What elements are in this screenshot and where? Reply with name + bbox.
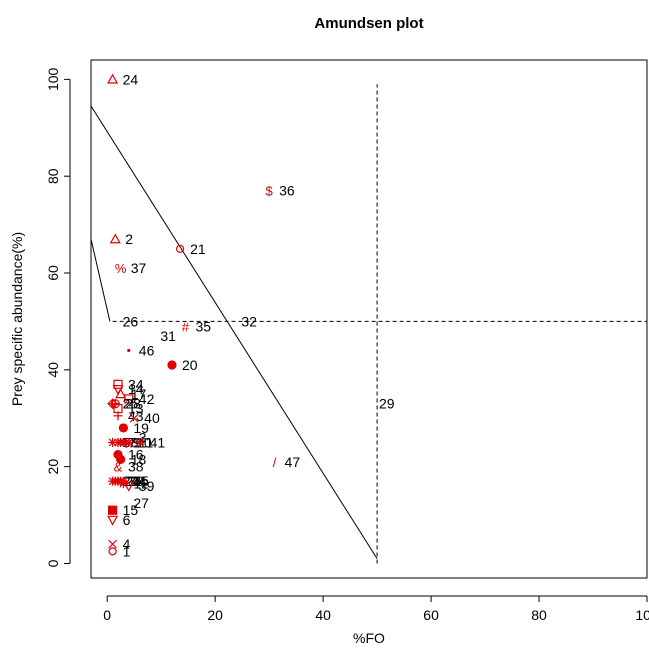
data-point-label: 42 [139,391,155,407]
data-point-label: 17 [131,386,147,402]
data-point-32: 32 [241,313,257,329]
data-point-4: 4 [108,536,131,552]
data-point-20: 20 [167,357,198,373]
data-point-label: 6 [123,512,131,528]
data-point-1: 1 [108,543,131,559]
data-point-18: 18 [116,451,147,467]
data-point-41: 41 [135,434,165,450]
y-tick-label: 40 [45,362,61,378]
reference-lines [90,84,647,564]
data-point-label: 16 [128,447,144,463]
data-point-label: 27 [133,495,149,511]
x-tick-label: 60 [423,607,439,623]
x-tick-label: 100 [635,607,649,623]
y-tick-label: 60 [45,265,61,281]
y-tick-label: 0 [45,559,61,567]
svg-text:$: $ [266,184,274,199]
data-point-11: 11 [124,434,154,450]
data-point-label: 13 [128,401,144,417]
data-point-26: 26 [123,313,139,329]
data-point-label: 23 [125,473,141,489]
data-point-2: 2 [109,231,133,247]
svg-text:/: / [273,455,277,470]
data-point-label: 24 [123,71,139,87]
chart-title: Amundsen plot [314,15,423,32]
data-point-47: / 47 [273,454,301,470]
data-point-label: 28 [125,396,141,412]
y-tick-label: 100 [45,67,61,91]
data-point-29: 29 [379,396,395,412]
x-tick-label: 80 [531,607,547,623]
data-point-label: 14 [128,381,144,397]
data-point-17: 17 [115,386,147,402]
data-point-label: 41 [150,434,166,450]
x-tick-label: 0 [103,607,111,623]
data-point-label: 29 [379,396,395,412]
axes: 0 20 40 60 80 100 0 20 40 60 80 100 [45,67,649,623]
data-point-label: 12 [133,476,149,492]
data-point-27: 27 [133,495,149,511]
data-point-label: 40 [144,410,160,426]
data-point-label: 47 [285,454,301,470]
data-point-label: 38 [128,459,144,475]
data-point-6: 6 [107,512,131,528]
data-point-39: 39 [123,478,155,494]
data-point-label: 15 [123,502,139,518]
data-point-label: 21 [190,241,206,257]
svg-text:%: % [115,261,127,276]
x-tick-label: 20 [207,607,223,623]
data-point-34: 34 [113,376,144,392]
data-point-label: 20 [182,357,198,373]
y-tick-label: 20 [45,459,61,475]
data-point-label: 25 [123,396,139,412]
data-point-label: 19 [133,420,149,436]
data-point-46: 46 [127,342,155,358]
data-point-19: 19 [118,420,149,436]
y-tick-label: 80 [45,168,61,184]
data-point-16: 16 [113,447,144,463]
svg-text:&: & [114,460,123,475]
data-point-label: 44 [131,473,147,489]
data-point-40: 40 [129,410,160,426]
data-point-24: 24 [107,71,139,87]
svg-text:#: # [182,319,190,334]
data-point-label: 39 [139,478,155,494]
data-point-label: 46 [139,342,155,358]
data-point-label: 8 [131,434,139,450]
data-point-3: 3 [139,430,147,446]
data-point-label: 3 [139,430,147,446]
data-point-36: $36 [266,183,295,199]
ref-line-upper-left [90,239,111,322]
data-point-label: 1 [123,543,131,559]
data-point-42: 42 [124,391,155,407]
data-point-label: 26 [123,313,139,329]
data-point-label: 18 [131,451,147,467]
data-point-label: 31 [160,328,176,344]
data-point-35: #35 [182,318,211,334]
data-point-label: 4 [123,536,131,552]
x-tick-label: 40 [315,607,331,623]
data-point-label: 36 [279,183,295,199]
data-point-label: 35 [195,318,211,334]
y-axis-label: Prey specific abundance(%) [9,232,25,406]
ref-line-diagonal [90,105,378,559]
data-point-37: % 37 [115,260,147,276]
data-point-label: 45 [133,473,149,489]
data-point-label: 2 [125,231,133,247]
data-point-label: 11 [139,434,154,450]
data-point-label: 32 [241,313,257,329]
x-axis-label: %FO [353,630,385,646]
data-point-21: 21 [175,241,206,257]
data-point-31: 31 [160,328,176,344]
data-point-label: 22 [123,473,139,489]
data-point-28: 28 [110,396,141,412]
data-point-label: 34 [128,376,144,392]
data-point-15: 15 [107,502,139,518]
plot-area-frame [90,59,648,579]
data-point-38: & 38 [114,459,144,475]
data-point-label: 37 [131,260,147,276]
